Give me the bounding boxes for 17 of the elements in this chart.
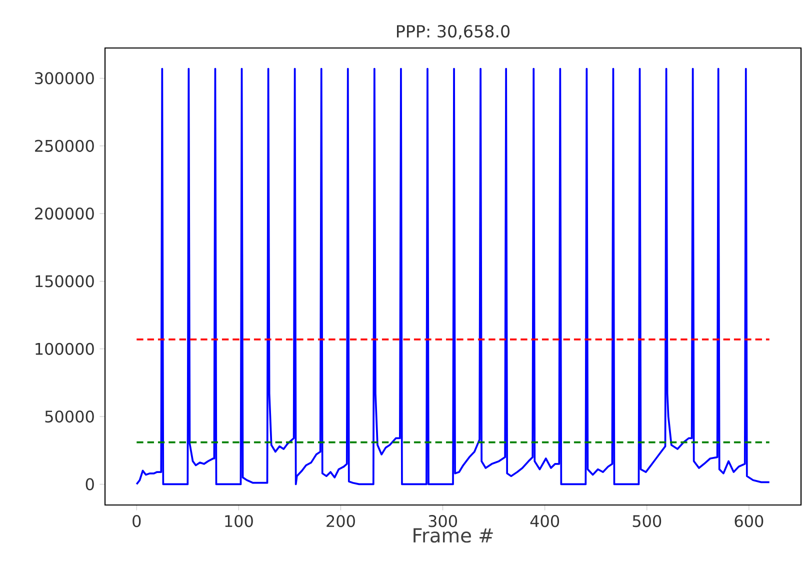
y-tick-label: 50000: [45, 410, 94, 423]
y-tick-label: 100000: [36, 342, 94, 355]
x-tick-label: 400: [530, 515, 560, 528]
x-tick-label: 600: [734, 515, 764, 528]
x-axis-title: Frame #: [414, 528, 493, 543]
x-tick-label: 100: [225, 515, 253, 528]
y-tick-label: 0: [86, 478, 94, 490]
x-tick-label: 500: [632, 515, 662, 528]
line-series: [136, 68, 770, 486]
chart-title: PPP: 30,658.0: [396, 24, 510, 40]
x-tick-label: 300: [428, 515, 457, 528]
x-tick-label: 0: [132, 515, 141, 528]
y-tick-label: 300000: [35, 72, 94, 84]
x-tick-label: 200: [326, 515, 355, 528]
y-tick-label: 250000: [35, 140, 94, 152]
y-tick-label: 200000: [35, 208, 94, 220]
y-tick-label: 150000: [36, 275, 94, 288]
